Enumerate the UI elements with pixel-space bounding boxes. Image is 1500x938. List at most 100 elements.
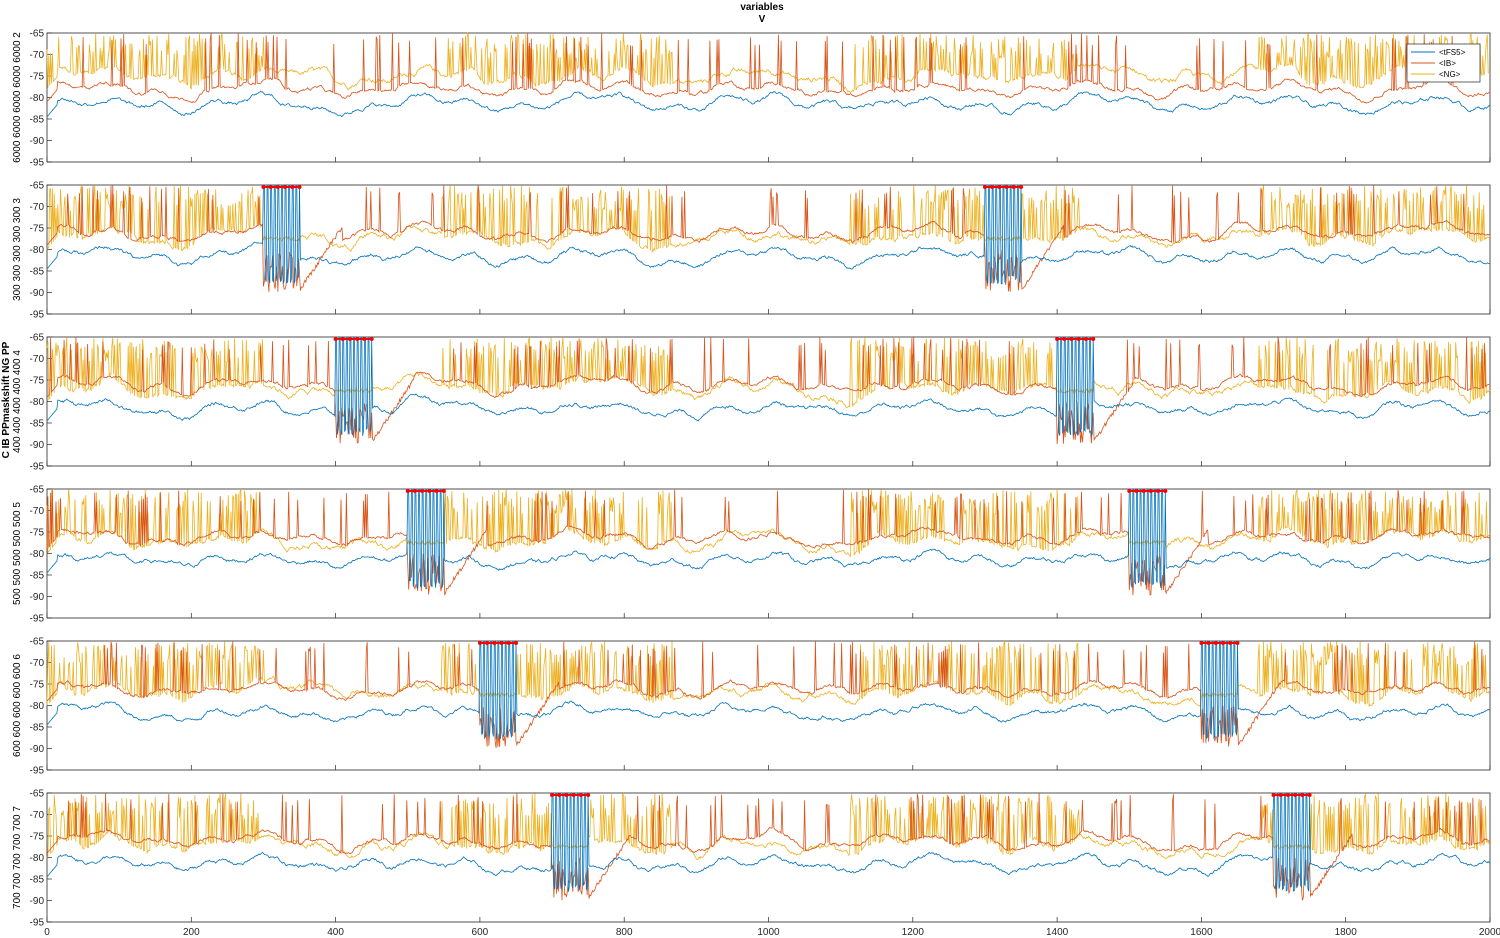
y-tick-label: -80	[30, 93, 45, 104]
x-tick-label: 1200	[902, 927, 925, 938]
y-tick-label: -95	[30, 158, 45, 169]
y-tick-label: -85	[30, 115, 45, 126]
series-line-fs	[46, 792, 1491, 892]
subplot-ylabel: 400 400 400 400 400 4	[12, 350, 23, 453]
subplot-2: -95 -90 -85 -80 -75 -70 -65 300 300 300 300 300…	[12, 181, 1491, 321]
x-tick-label: 600	[472, 927, 489, 938]
subplot-ylabel: 500 500 500 500 500 5	[12, 502, 23, 605]
marker-point	[268, 185, 273, 189]
y-tick-label: -85	[30, 419, 45, 430]
marker-point	[1271, 793, 1276, 797]
series-line-fs	[46, 488, 1491, 589]
marker-point	[1221, 641, 1226, 645]
marker-point	[550, 793, 555, 797]
y-tick-label: -65	[30, 485, 45, 496]
marker-point	[1293, 793, 1298, 797]
marker-point	[290, 185, 295, 189]
series-line-fs	[46, 640, 1491, 740]
y-tick-label: -70	[30, 50, 45, 61]
marker-point	[492, 641, 497, 645]
marker-point	[1199, 641, 1204, 645]
y-tick-label: -65	[30, 789, 45, 800]
subplot-5: -95 -90 -85 -80 -75 -70 -65 600 600 600 600 600…	[12, 637, 1491, 777]
y-tick-label: -90	[30, 896, 45, 907]
marker-point	[1235, 641, 1240, 645]
y-tick-label: -75	[30, 72, 45, 83]
y-tick-label: -70	[30, 202, 45, 213]
marker-point	[1141, 489, 1146, 493]
marker-point	[1156, 489, 1161, 493]
marker-point	[340, 337, 345, 341]
x-tick-label: 0	[44, 927, 50, 938]
legend: <tFS5> <IB> <NG>	[1406, 43, 1481, 83]
y-tick-label: -95	[30, 310, 45, 321]
y-tick-label: -95	[30, 766, 45, 777]
marker-point	[1285, 793, 1290, 797]
y-tick-label: -85	[30, 723, 45, 734]
marker-point	[557, 793, 562, 797]
y-tick-label: -65	[30, 637, 45, 648]
subplot-ylabel: 300 300 300 300 300 3	[12, 198, 23, 301]
y-tick-label: -65	[30, 181, 45, 192]
marker-point	[990, 185, 995, 189]
marker-point	[1062, 337, 1067, 341]
marker-point	[1300, 793, 1305, 797]
marker-point	[1213, 641, 1218, 645]
subplot-6: -95 -90 -85 -80 -75 -70 -65 0 200 400 600 800 1000 12…	[12, 789, 1500, 938]
legend-label: <tFS5>	[1439, 48, 1466, 57]
series-line-ib	[46, 641, 1491, 748]
y-tick-label: -95	[30, 918, 45, 929]
y-tick-label: -70	[30, 810, 45, 821]
marker-point	[1055, 337, 1060, 341]
y-tick-label: -75	[30, 832, 45, 843]
y-tick-label: -90	[30, 592, 45, 603]
marker-point	[513, 641, 518, 645]
series-line-fs	[46, 336, 1491, 438]
y-tick-label: -65	[30, 29, 45, 40]
axes-box	[46, 640, 1491, 771]
axes-box	[46, 488, 1491, 619]
marker-point	[427, 489, 432, 493]
y-tick-label: -85	[30, 875, 45, 886]
y-tick-label: -70	[30, 354, 45, 365]
marker-point	[362, 337, 367, 341]
y-tick-label: -65	[30, 333, 45, 344]
marker-point	[1127, 489, 1132, 493]
axes-box	[46, 336, 1491, 467]
marker-point	[485, 641, 490, 645]
subplot-ylabel: 6000 6000 6000 6000 6000 2	[12, 32, 23, 163]
series-line-ng	[46, 337, 1491, 408]
marker-point	[1011, 185, 1016, 189]
marker-point	[1091, 337, 1096, 341]
y-tick-label: -75	[30, 376, 45, 387]
marker-point	[1069, 337, 1074, 341]
axes-box	[46, 792, 1491, 923]
x-tick-label: 2000	[1479, 927, 1500, 938]
series-line-ng	[46, 488, 1491, 557]
marker-point	[283, 185, 288, 189]
subplot-4: -95 -90 -85 -80 -75 -70 -65 500 500 500 500 500…	[12, 485, 1491, 625]
marker-point	[1228, 641, 1233, 645]
marker-point	[441, 489, 446, 493]
marker-point	[275, 185, 280, 189]
x-tick-label: 1600	[1190, 927, 1213, 938]
x-tick-label: 800	[616, 927, 633, 938]
marker-point	[564, 793, 569, 797]
y-tick-label: -80	[30, 549, 45, 560]
x-tick-label: 400	[327, 927, 344, 938]
y-tick-label: -95	[30, 614, 45, 625]
series-line-fs	[46, 184, 1490, 285]
legend-label: <IB>	[1439, 59, 1456, 68]
y-tick-label: -85	[30, 571, 45, 582]
y-tick-label: -75	[30, 680, 45, 691]
series-line-ib	[46, 336, 1491, 445]
marker-point	[420, 489, 425, 493]
x-tick-label: 200	[183, 927, 200, 938]
y-tick-label: -70	[30, 506, 45, 517]
y-tick-label: -75	[30, 224, 45, 235]
y-axis-label: C IB PPmaskshift NG PP	[1, 341, 12, 458]
y-tick-label: -90	[30, 744, 45, 755]
y-tick-label: -80	[30, 853, 45, 864]
marker-point	[297, 185, 302, 189]
